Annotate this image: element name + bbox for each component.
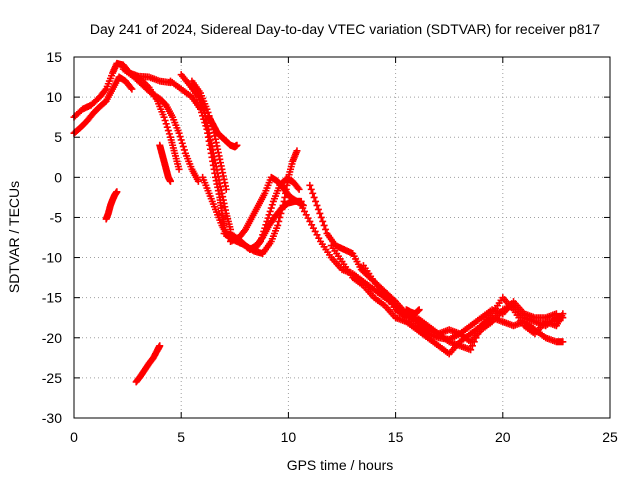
series-decline-d (359, 262, 560, 338)
data-point (467, 346, 475, 354)
axis-ticks (73, 56, 611, 419)
data-point (294, 184, 302, 192)
data-point (317, 213, 325, 221)
data-point (310, 193, 318, 201)
plot-frame (73, 56, 611, 419)
x-tick-label: 10 (281, 429, 297, 445)
y-tick-label: -5 (50, 209, 63, 225)
data-point (319, 217, 327, 225)
data-point (559, 338, 567, 346)
data-point (559, 310, 567, 318)
data-point (194, 177, 202, 185)
data-point (314, 205, 322, 213)
chart-title: Day 241 of 2024, Sidereal Day-to-day VTE… (90, 21, 600, 37)
data-point (113, 188, 121, 196)
x-tick-label: 0 (70, 429, 78, 445)
data-point (178, 139, 186, 147)
data-point (222, 185, 230, 193)
data-point (204, 108, 212, 116)
data-point (128, 85, 136, 93)
y-tick-label: -25 (42, 370, 62, 386)
data-point (552, 310, 560, 318)
data-point (161, 117, 169, 125)
data-point (306, 181, 314, 189)
data-point (175, 165, 183, 173)
data-point (179, 143, 187, 151)
y-tick-label: 0 (54, 169, 62, 185)
y-tick-label: -10 (42, 250, 62, 266)
data-point (472, 334, 480, 342)
x-tick-label: 25 (602, 429, 618, 445)
data-point (293, 147, 301, 155)
series-short-arc-1 (102, 188, 121, 223)
data-point (309, 189, 317, 197)
data-point (415, 306, 423, 314)
y-tick-label: 5 (54, 129, 62, 145)
data-point (177, 136, 185, 144)
y-tick-label: -30 (42, 410, 62, 426)
data-point (267, 204, 275, 212)
data-point (264, 214, 272, 222)
data-point (313, 201, 321, 209)
x-axis-title: GPS time / hours (287, 457, 394, 473)
data-point (320, 221, 328, 229)
data-point (176, 133, 184, 141)
series-mid-fragment-1 (156, 141, 174, 185)
series-short-arc-2 (132, 342, 164, 386)
series-mid-fragment-2 (205, 113, 241, 151)
data-point (312, 197, 320, 205)
data-point (163, 123, 171, 131)
data-point (390, 296, 398, 304)
series-early-lower (70, 73, 136, 137)
data-point (203, 105, 211, 113)
data-point (322, 225, 330, 233)
series-decline-c (327, 242, 567, 358)
data-point (166, 177, 174, 185)
data-points (70, 59, 567, 386)
data-point (266, 207, 274, 215)
data-point (156, 342, 164, 350)
y-tick-label: -20 (42, 330, 62, 346)
x-tick-label: 5 (177, 429, 185, 445)
data-point (470, 338, 478, 346)
y-tick-label: 15 (46, 49, 62, 65)
grid-lines (74, 57, 610, 418)
x-tick-labels: 0 5 10 15 20 25 (70, 429, 618, 445)
data-point (165, 130, 173, 138)
data-point (162, 120, 170, 128)
data-point (160, 113, 168, 121)
data-point (233, 141, 241, 149)
data-point (265, 211, 273, 219)
y-tick-label: 10 (46, 89, 62, 105)
series-main-trend (70, 59, 174, 121)
data-point (295, 185, 303, 193)
series-tail-fragment (402, 306, 423, 318)
data-point (175, 129, 183, 137)
data-point (101, 86, 109, 94)
x-tick-label: 20 (495, 429, 511, 445)
data-point (275, 217, 283, 225)
y-tick-labels: -30 -25 -20 -15 -10 -5 0 5 10 15 (42, 49, 62, 426)
data-point (316, 209, 324, 217)
data-point (468, 342, 476, 350)
data-point (127, 84, 135, 92)
data-point (274, 221, 282, 229)
x-tick-label: 15 (388, 429, 404, 445)
data-point (180, 146, 188, 154)
series-arc-b (134, 73, 183, 173)
data-point (307, 185, 315, 193)
y-axis-title: SDTVAR / TECUs (6, 181, 22, 293)
data-point (268, 201, 276, 209)
y-tick-label: -15 (42, 290, 62, 306)
data-point (164, 127, 172, 135)
